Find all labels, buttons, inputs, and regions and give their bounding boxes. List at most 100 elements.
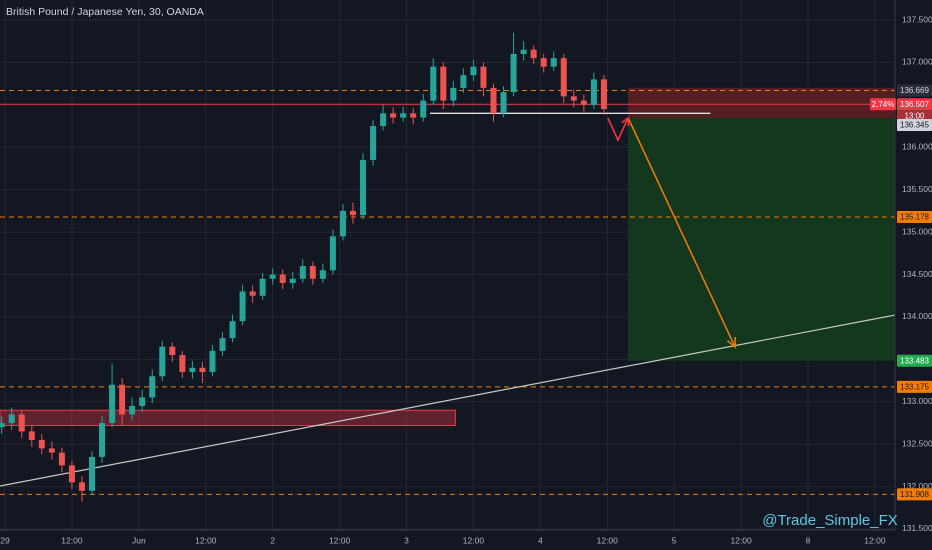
x-tick-label: 8	[806, 535, 811, 545]
y-tick-label: 135.000	[902, 226, 932, 236]
candle-body	[279, 274, 286, 283]
zigzag-head	[621, 116, 630, 127]
candle-body	[590, 79, 597, 105]
candle-body	[289, 278, 296, 283]
candle-body	[269, 274, 276, 279]
candle-body	[249, 291, 256, 296]
candle-body	[179, 355, 186, 373]
candle-body	[600, 79, 607, 110]
candle-body	[159, 346, 166, 377]
candle-body	[139, 397, 146, 406]
projection-zigzag	[607, 117, 629, 142]
y-tick-label: 132.000	[902, 481, 932, 491]
y-tick-label: 134.000	[902, 311, 932, 321]
level-label-bg	[897, 380, 932, 393]
chart-title: British Pound / Japanese Yen, 30, OANDA	[6, 6, 204, 18]
candle-body	[129, 405, 136, 415]
candle-body	[490, 87, 497, 114]
candle-body	[48, 448, 55, 453]
level-label: 136.669	[900, 86, 929, 95]
x-tick-label: 12:00	[195, 535, 217, 545]
countdown: 13:00	[904, 111, 925, 120]
candle-body	[410, 113, 417, 118]
level-label-bg	[897, 84, 932, 97]
target-zone	[628, 117, 895, 361]
candle-body	[420, 100, 427, 118]
candle-body	[28, 431, 35, 440]
candle-body	[8, 414, 15, 423]
candle-body	[460, 75, 467, 88]
y-tick-label: 137.000	[902, 57, 932, 67]
candle-body	[470, 66, 477, 76]
x-tick-label: 12:00	[463, 535, 485, 545]
candle-body	[38, 439, 45, 449]
candle-body	[199, 367, 206, 373]
change-label: 2.74%	[872, 100, 895, 109]
candle-body	[259, 278, 266, 296]
candle-body	[339, 210, 346, 237]
entry-label: 136.345	[900, 121, 929, 130]
candle-body	[319, 270, 326, 279]
candle-body	[510, 53, 517, 93]
candle-body	[450, 87, 457, 101]
candle-body	[0, 422, 5, 428]
candle-body	[119, 384, 126, 415]
candle-body	[239, 291, 246, 322]
level-label-bg	[897, 210, 932, 223]
trendline	[0, 314, 896, 487]
target-label-bg	[897, 354, 932, 367]
x-tick-label: 5	[672, 535, 677, 545]
price-label: 136.507	[900, 100, 929, 109]
x-tick-label: 12:00	[864, 535, 886, 545]
candle-body	[109, 384, 116, 423]
x-tick-label: Jun	[132, 535, 146, 545]
candle-body	[540, 58, 547, 67]
watermark: @Trade_Simple_FX	[762, 512, 898, 529]
y-tick-label: 132.500	[902, 438, 932, 448]
candle-body	[360, 159, 367, 216]
candle-body	[530, 49, 537, 59]
forecast-arrow	[627, 117, 736, 348]
target-label: 133.483	[900, 356, 929, 365]
candle-body	[309, 266, 316, 279]
time-axis	[0, 530, 932, 550]
entry-label-bg	[897, 118, 932, 131]
candle-body	[570, 96, 577, 101]
candle-body	[99, 422, 106, 457]
y-tick-label: 136.000	[902, 142, 932, 152]
candle-body	[430, 66, 437, 101]
candle-body	[380, 113, 387, 127]
candle-body	[169, 346, 176, 356]
x-tick-label: 12:00	[61, 535, 83, 545]
x-tick-label: 2	[270, 535, 275, 545]
price-label-bg	[897, 98, 932, 111]
candle-body	[78, 482, 85, 491]
candle-body	[349, 210, 356, 216]
candle-body	[480, 66, 487, 88]
candle-body	[390, 113, 397, 118]
candle-body	[58, 452, 65, 466]
level-label-bg	[897, 488, 932, 501]
y-tick-label: 134.500	[902, 269, 932, 279]
candle-body	[149, 376, 156, 398]
x-tick-label: 4	[538, 535, 543, 545]
candle-body	[500, 92, 507, 114]
level-label: 135.178	[900, 213, 929, 222]
countdown-bg	[897, 110, 932, 122]
candle-body	[329, 236, 336, 271]
candle-body	[89, 456, 96, 491]
candle-body	[219, 338, 226, 351]
candle-body	[18, 414, 25, 432]
y-tick-label: 135.500	[902, 184, 932, 194]
candle-body	[560, 58, 567, 97]
candle-body	[229, 321, 236, 339]
candle-body	[440, 66, 447, 101]
x-tick-label: 12:00	[597, 535, 619, 545]
y-tick-label: 133.000	[902, 396, 932, 406]
x-tick-label: 12:00	[329, 535, 351, 545]
arrow-head	[726, 337, 736, 349]
candle-body	[209, 350, 216, 373]
candle-body	[580, 100, 587, 105]
x-tick-label: 29	[0, 535, 10, 545]
